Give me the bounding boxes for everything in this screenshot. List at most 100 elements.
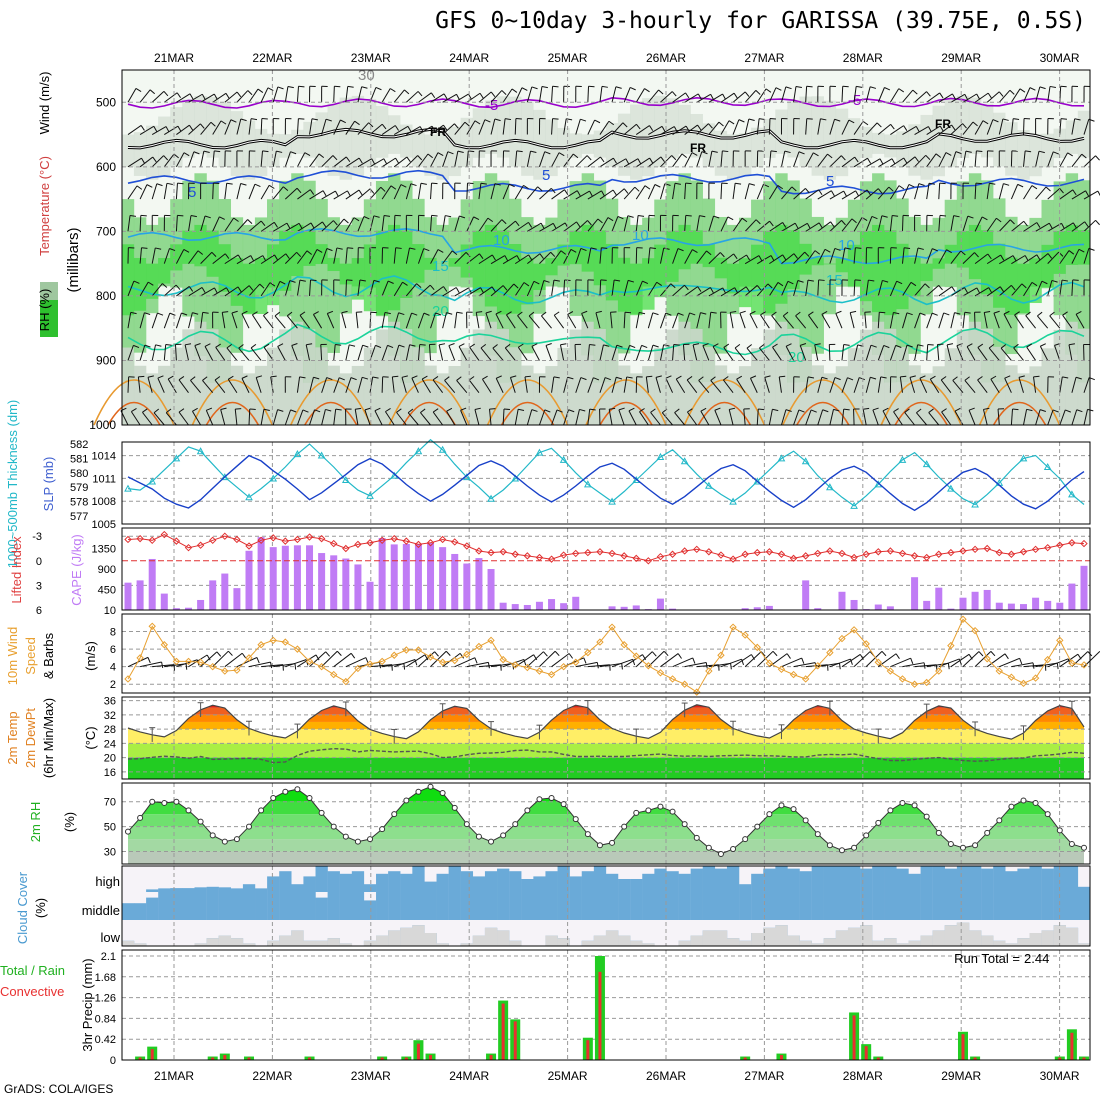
profile-wind-barb xyxy=(829,119,836,135)
profile-wind-barb xyxy=(417,91,423,97)
wind10m-speed-point xyxy=(995,667,1003,675)
profile-wind-barb xyxy=(421,378,431,393)
profile-wind-barb xyxy=(904,408,910,413)
cape-bar xyxy=(124,582,132,610)
cape-bar xyxy=(148,558,156,610)
cloud-high-bar xyxy=(509,871,522,892)
wind10m-speed-point xyxy=(668,675,677,683)
profile-wind-barb xyxy=(369,215,375,232)
profile-wind-barb xyxy=(326,313,335,329)
profile-wind-barb xyxy=(817,118,821,135)
cape-bar xyxy=(221,573,229,610)
profile-wind-barb xyxy=(926,153,937,168)
profile-y-tick-label: 1000 xyxy=(89,418,116,432)
wind10m-barb xyxy=(1011,662,1034,668)
wind10m-barb xyxy=(623,654,643,668)
profile-wind-barb xyxy=(274,311,281,317)
profile-wind-barb xyxy=(863,407,870,410)
cape-bar xyxy=(802,580,810,610)
rh-title: 2m RH xyxy=(28,802,43,842)
profile-wind-barb xyxy=(1038,150,1045,154)
wind10m-barb xyxy=(1019,658,1023,665)
profile-wind-barb xyxy=(345,344,350,361)
profile-title-wind: Wind (m/s) xyxy=(37,72,52,135)
cape-bar xyxy=(427,543,435,610)
profile-wind-barb xyxy=(1010,285,1016,291)
profile-wind-barb xyxy=(698,376,704,381)
profile-wind-barb xyxy=(1011,255,1026,265)
profile-wind-barb xyxy=(226,343,232,349)
rh-point xyxy=(403,797,410,804)
rh-point xyxy=(814,831,821,838)
profile-wind-barb xyxy=(501,219,507,225)
profile-wind-barb xyxy=(772,346,782,361)
rh-shade-band-low xyxy=(775,321,788,425)
profile-wind-barb xyxy=(511,88,518,93)
cloud-low-overlay xyxy=(847,927,861,946)
profile-wind-barb xyxy=(504,255,509,262)
profile-wind-barb xyxy=(347,190,351,197)
contour-label: FR xyxy=(935,117,951,131)
temp-band xyxy=(128,743,1084,758)
thickness-point xyxy=(438,445,447,453)
profile-wind-barb xyxy=(491,286,496,293)
lifted-index-point xyxy=(1043,543,1052,552)
profile-wind-barb xyxy=(806,85,813,88)
lifted-index-point xyxy=(801,552,810,560)
rh-point xyxy=(500,832,507,839)
profile-wind-barb xyxy=(309,249,318,264)
cloud-middle-bar xyxy=(775,892,788,920)
profile-wind-barb xyxy=(1013,118,1020,120)
rh-point xyxy=(996,817,1003,824)
cloud-middle-bar xyxy=(1065,892,1079,920)
profile-wind-barb xyxy=(474,409,480,426)
rh-shade-band-wet xyxy=(327,257,340,272)
profile-wind-barb xyxy=(563,249,572,264)
profile-wind-barb xyxy=(277,346,286,361)
x-tick-label-bottom: 24MAR xyxy=(449,1069,489,1083)
profile-wind-barb xyxy=(926,91,931,97)
profile-wind-barb xyxy=(155,344,162,347)
contour-label: -5 xyxy=(485,97,498,114)
profile-wind-barb xyxy=(814,343,821,346)
profile-wind-barb xyxy=(915,126,920,132)
profile-wind-barb xyxy=(539,222,554,232)
rh-shade-band-wet xyxy=(872,224,885,313)
profile-wind-barb xyxy=(387,280,394,284)
profile-wind-barb xyxy=(321,409,326,426)
profile-wind-barb xyxy=(714,410,722,426)
profile-wind-barb xyxy=(732,254,747,265)
profile-wind-barb xyxy=(939,92,944,99)
wind10m-barb xyxy=(256,657,260,664)
profile-wind-barb xyxy=(898,88,905,93)
profile-wind-barb xyxy=(419,344,426,346)
profile-wind-barb xyxy=(684,284,689,291)
cape-bar xyxy=(765,605,773,610)
cloud-middle-bar xyxy=(605,892,619,920)
thickness-point xyxy=(1068,490,1076,498)
cloud-high-bar xyxy=(932,866,945,892)
rh-shade-band-wet xyxy=(823,263,837,265)
profile-wind-barb xyxy=(623,123,637,135)
profile-wind-barb xyxy=(916,408,922,414)
rh-shade-band-wet xyxy=(375,230,389,316)
cloud-high-bar xyxy=(1029,866,1042,892)
wind10m-barb xyxy=(720,658,742,668)
profile-wind-barb xyxy=(928,408,934,413)
profile-wind-barb xyxy=(259,283,265,289)
rh-point xyxy=(947,841,954,848)
profile-wind-barb xyxy=(490,255,506,265)
cloud-low-overlay xyxy=(908,940,921,946)
profile-wind-barb xyxy=(593,377,600,381)
profile-wind-barb xyxy=(661,412,673,426)
profile-wind-barb xyxy=(1061,223,1065,229)
profile-wind-barb xyxy=(782,254,787,261)
profile-wind-barb xyxy=(127,125,142,135)
profile-wind-barb xyxy=(166,182,173,185)
rh-band xyxy=(128,786,1084,802)
lifted-index-point xyxy=(1007,550,1016,558)
profile-wind-barb xyxy=(661,126,666,132)
profile-wind-barb xyxy=(241,313,250,329)
profile-wind-barb xyxy=(1033,376,1037,393)
cloud-middle-bar xyxy=(581,892,595,920)
